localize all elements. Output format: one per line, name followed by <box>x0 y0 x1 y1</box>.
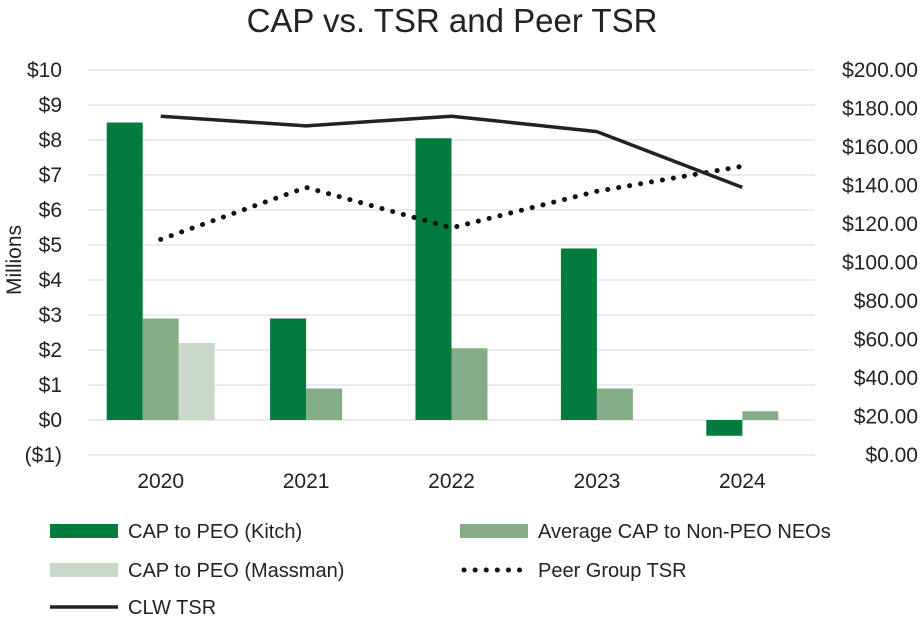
left-tick-label: $6 <box>39 199 62 222</box>
legend-swatch-average-cap-to-non-peo-neos <box>460 524 528 538</box>
left-tick-label: $0 <box>39 409 62 432</box>
left-tick-label: $9 <box>39 94 62 117</box>
x-axis-ticks: 2020 2021 2022 2023 2024 <box>137 470 766 493</box>
bar-average-cap-to-non-peo-neos-2020 <box>142 318 179 420</box>
right-tick-label: $60.00 <box>854 329 918 352</box>
x-tick-label: 2024 <box>719 470 766 493</box>
bar-cap-to-peo-kitch--2021 <box>270 318 307 420</box>
left-tick-label: $5 <box>39 234 62 257</box>
y-axis-title: Millions <box>3 225 26 295</box>
right-tick-label: $200.00 <box>842 59 918 82</box>
right-tick-label: $100.00 <box>842 252 918 275</box>
legend-label-clw-tsr: CLW TSR <box>128 597 216 619</box>
bar-marks <box>106 122 779 436</box>
legend: CAP to PEO (Kitch) Average CAP to Non-PEO… <box>50 521 831 619</box>
x-tick-label: 2022 <box>428 470 475 493</box>
left-tick-label: $10 <box>27 59 62 82</box>
left-tick-label: $2 <box>39 339 62 362</box>
bar-cap-to-peo-kitch--2024 <box>706 420 743 436</box>
left-tick-label: $3 <box>39 304 62 327</box>
bar-average-cap-to-non-peo-neos-2021 <box>306 388 343 420</box>
x-tick-label: 2023 <box>574 470 621 493</box>
right-tick-label: $160.00 <box>842 136 918 159</box>
chart-title: CAP vs. TSR and Peer TSR <box>247 2 658 39</box>
right-axis-ticks: $0.00 $20.00 $40.00 $60.00 $80.00 $100.00 $120… <box>842 59 918 467</box>
bar-average-cap-to-non-peo-neos-2023 <box>596 388 633 420</box>
right-tick-label: $40.00 <box>854 367 918 390</box>
bar-cap-to-peo-kitch--2022 <box>415 138 452 420</box>
left-axis-ticks: ($1) $0 $1 $2 $3 $4 $5 $6 $7 $8 $9 $10 <box>25 59 63 467</box>
legend-label-average-cap-to-non-peo-neos: Average CAP to Non-PEO NEOs <box>538 521 831 543</box>
bar-cap-to-peo-kitch--2020 <box>106 122 143 420</box>
right-tick-label: $140.00 <box>842 175 918 198</box>
bar-cap-to-peo-kitch--2023 <box>560 248 597 420</box>
legend-label-peer-group-tsr: Peer Group TSR <box>538 560 687 582</box>
right-tick-label: $20.00 <box>854 406 918 429</box>
right-tick-label: $0.00 <box>865 444 918 467</box>
x-tick-label: 2021 <box>283 470 330 493</box>
left-tick-label: $4 <box>39 269 63 292</box>
bar-average-cap-to-non-peo-neos-2022 <box>451 348 488 420</box>
left-tick-label: $8 <box>39 129 62 152</box>
left-tick-label: ($1) <box>25 444 62 467</box>
legend-swatch-cap-to-peo-kitch- <box>50 524 118 538</box>
left-tick-label: $7 <box>39 164 62 187</box>
right-tick-label: $80.00 <box>854 290 918 313</box>
line-clw-tsr <box>160 114 743 190</box>
bar-average-cap-to-non-peo-neos-2024 <box>742 411 779 420</box>
bar-cap-to-peo-massman--2020 <box>178 343 215 420</box>
x-tick-label: 2020 <box>137 470 184 493</box>
line-marks <box>158 114 745 242</box>
right-tick-label: $120.00 <box>842 213 918 236</box>
right-tick-label: $180.00 <box>842 98 918 121</box>
left-tick-label: $1 <box>39 374 62 397</box>
legend-swatch-cap-to-peo-massman- <box>50 563 118 577</box>
legend-label-cap-to-peo-kitch-: CAP to PEO (Kitch) <box>128 521 302 543</box>
legend-label-cap-to-peo-massman-: CAP to PEO (Massman) <box>128 560 344 582</box>
